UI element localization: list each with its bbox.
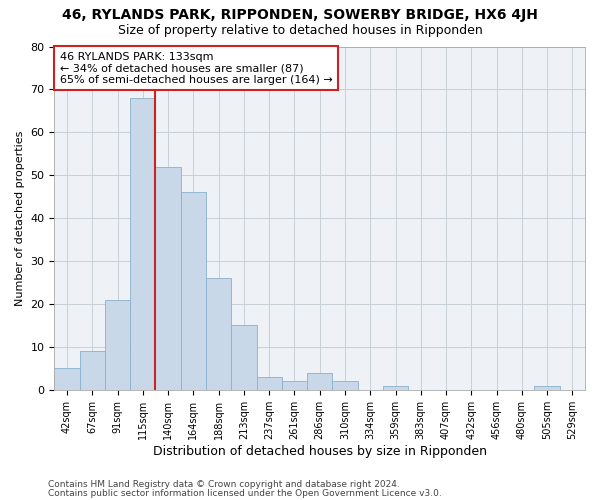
Text: 46 RYLANDS PARK: 133sqm
← 34% of detached houses are smaller (87)
65% of semi-de: 46 RYLANDS PARK: 133sqm ← 34% of detache… [60,52,332,85]
Bar [55,368,80,390]
Bar [181,192,206,390]
X-axis label: Distribution of detached houses by size in Ripponden: Distribution of detached houses by size … [153,444,487,458]
Bar [257,377,282,390]
Text: Contains HM Land Registry data © Crown copyright and database right 2024.: Contains HM Land Registry data © Crown c… [48,480,400,489]
Bar [231,326,257,390]
Bar [80,351,105,390]
Y-axis label: Number of detached properties: Number of detached properties [15,130,25,306]
Bar [383,386,408,390]
Text: Contains public sector information licensed under the Open Government Licence v3: Contains public sector information licen… [48,489,442,498]
Bar [307,372,332,390]
Text: Size of property relative to detached houses in Ripponden: Size of property relative to detached ho… [118,24,482,37]
Bar [105,300,130,390]
Text: 46, RYLANDS PARK, RIPPONDEN, SOWERBY BRIDGE, HX6 4JH: 46, RYLANDS PARK, RIPPONDEN, SOWERBY BRI… [62,8,538,22]
Bar [282,382,307,390]
Bar [155,166,181,390]
Bar [206,278,231,390]
Bar [332,382,358,390]
Bar [130,98,155,390]
Bar [535,386,560,390]
